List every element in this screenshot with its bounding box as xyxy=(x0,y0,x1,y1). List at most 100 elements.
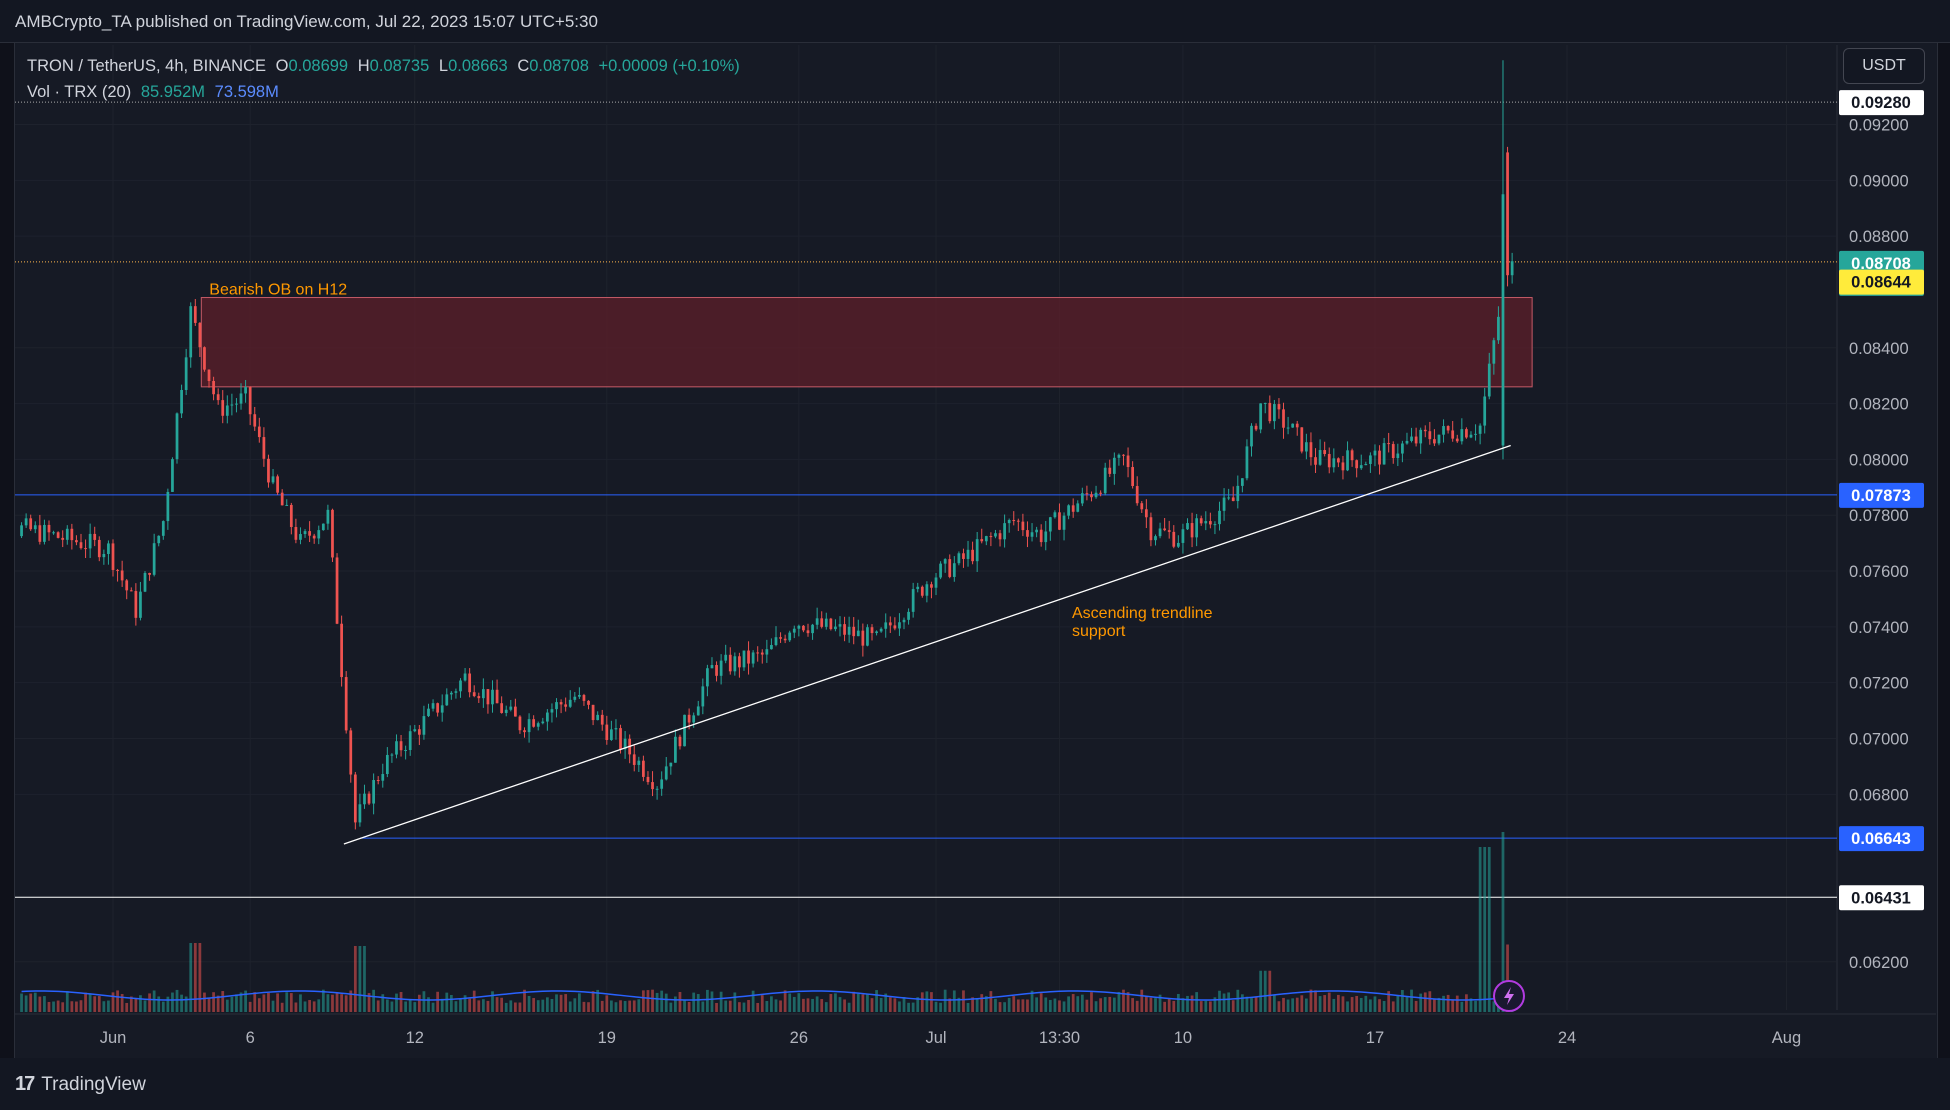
currency-button[interactable]: USDT xyxy=(1843,48,1925,84)
y-tick-label: 0.07200 xyxy=(1849,675,1909,693)
volume-bar xyxy=(742,1002,746,1012)
candle-body xyxy=(152,543,156,575)
candle-body xyxy=(1391,444,1395,459)
volume-bar xyxy=(203,992,206,1012)
candle-body xyxy=(660,779,664,789)
volume-bar xyxy=(1387,991,1391,1012)
tradingview-brand[interactable]: 17 TradingView xyxy=(15,1073,146,1096)
y-tick-label: 0.07800 xyxy=(1849,507,1909,525)
candle-body xyxy=(527,719,531,733)
candle-body xyxy=(1094,492,1098,498)
volume-bar xyxy=(1190,995,1194,1012)
volume-bar xyxy=(1026,999,1029,1012)
candle-body xyxy=(33,525,37,530)
volume-bar xyxy=(1492,1001,1496,1012)
volume-bar xyxy=(1323,995,1327,1012)
candle-body xyxy=(829,618,833,630)
candle-body xyxy=(198,322,202,348)
volume-bar xyxy=(317,999,321,1012)
candle-body xyxy=(696,706,700,716)
volume-bar xyxy=(175,989,179,1012)
candle-body xyxy=(1492,340,1496,364)
volume-bar xyxy=(861,994,865,1012)
volume-bar xyxy=(372,989,375,1012)
candle-body xyxy=(674,736,677,763)
volume-bar xyxy=(568,1001,572,1012)
candle-body xyxy=(1478,425,1482,434)
volume-bar xyxy=(1318,996,1322,1012)
volume-bar xyxy=(1391,1001,1395,1012)
candle-body xyxy=(879,628,883,632)
candle-body xyxy=(815,618,819,625)
volume-bar xyxy=(326,994,330,1012)
volume-bar xyxy=(308,1000,311,1012)
x-tick-label: Jul xyxy=(925,1029,946,1047)
candle-body xyxy=(1460,429,1464,442)
volume-bar xyxy=(93,996,97,1012)
candle-body xyxy=(1263,402,1267,404)
volume-bar xyxy=(463,995,467,1012)
volume-bar xyxy=(353,946,357,1012)
candle-body xyxy=(1346,450,1349,471)
candle-body xyxy=(331,509,334,558)
candle-body xyxy=(47,524,51,533)
candle-body xyxy=(1131,467,1135,487)
volume-bar xyxy=(664,993,668,1012)
volume-bar xyxy=(431,1002,435,1012)
volume-bar xyxy=(600,1000,604,1012)
candle-body xyxy=(724,654,728,661)
x-tick-label: Aug xyxy=(1772,1029,1801,1047)
high-price-tag: 0.09280 xyxy=(1851,94,1911,112)
candle-body xyxy=(843,624,846,635)
candle-body xyxy=(637,760,641,765)
volume-bar xyxy=(1401,990,1404,1012)
volume-bar xyxy=(934,1001,938,1012)
volume-bar xyxy=(1277,1001,1281,1012)
volume-bar xyxy=(408,998,412,1012)
candle-body xyxy=(1149,517,1153,541)
volume-bar xyxy=(1250,998,1253,1012)
volume-bar xyxy=(930,992,933,1012)
candle-body xyxy=(1437,434,1441,444)
candle-body xyxy=(1487,363,1491,397)
symbol-label[interactable]: TRON / TetherUS, 4h, BINANCE xyxy=(27,57,267,75)
volume-bar xyxy=(815,996,819,1012)
candle-body xyxy=(280,492,284,506)
y-tick-label: 0.07600 xyxy=(1849,563,1909,581)
volume-bar xyxy=(459,999,462,1012)
volume-bar xyxy=(628,1000,632,1012)
volume-bar xyxy=(1359,997,1363,1012)
volume-bar xyxy=(1076,996,1080,1012)
volume-bar xyxy=(715,1002,718,1012)
volume-bar xyxy=(509,1000,513,1012)
candle-body xyxy=(180,389,183,414)
volume-bar xyxy=(829,993,833,1012)
volume-bar xyxy=(376,1000,380,1012)
volume-bar xyxy=(1144,996,1148,1012)
candle-body xyxy=(582,695,586,701)
candle-body xyxy=(43,524,46,542)
volume-bar xyxy=(468,998,472,1012)
candle-body xyxy=(596,714,600,721)
volume-bar xyxy=(962,990,965,1012)
candle-body xyxy=(239,393,243,404)
x-tick-label: 6 xyxy=(246,1029,255,1047)
volume-bar xyxy=(907,1002,910,1012)
candle-body xyxy=(262,437,266,459)
volume-bar xyxy=(120,994,124,1012)
candle-body xyxy=(651,782,654,790)
candle-body xyxy=(1012,520,1016,522)
volume-bar xyxy=(88,994,92,1012)
volume-label[interactable]: Vol · TRX (20) xyxy=(27,83,132,101)
candle-body xyxy=(1167,530,1171,532)
volume-bar xyxy=(1122,989,1125,1012)
high-label: H xyxy=(357,57,370,75)
candle-body xyxy=(532,719,536,727)
candle-body xyxy=(417,729,421,735)
candle-body xyxy=(989,536,993,538)
volume-bar xyxy=(1099,998,1102,1012)
candle-body xyxy=(500,703,504,713)
y-tick-label: 0.07000 xyxy=(1849,731,1909,749)
volume-bar xyxy=(619,1000,622,1012)
volume-bar xyxy=(1240,994,1244,1012)
